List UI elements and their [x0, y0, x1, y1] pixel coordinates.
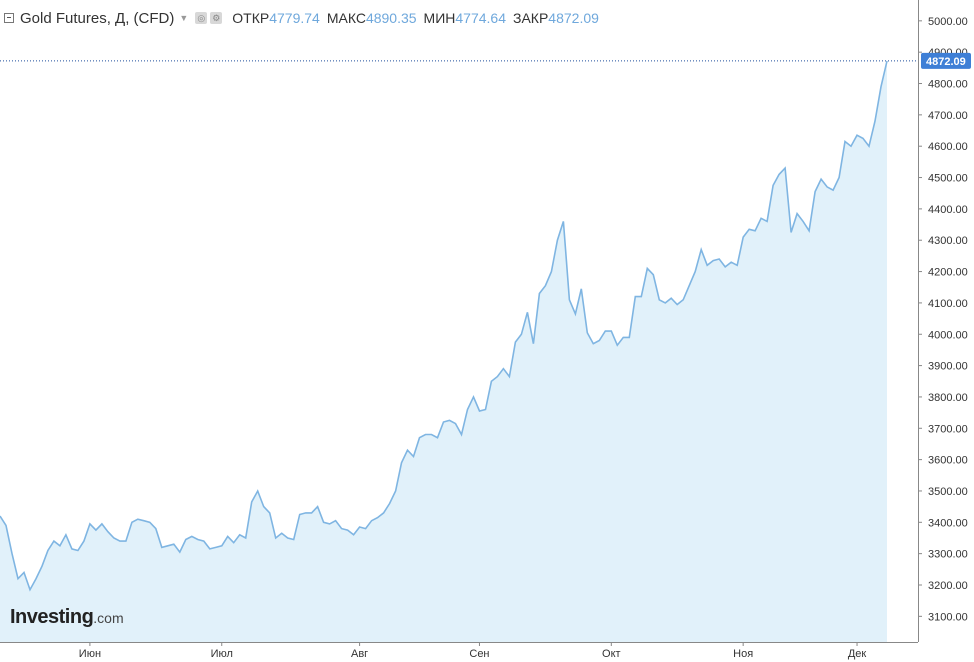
open-label: ОТКР — [232, 10, 270, 26]
high-value: 4890.35 — [365, 10, 417, 26]
close-label: ЗАКР — [513, 10, 549, 26]
price-area-fill — [0, 61, 887, 642]
y-tick-label: 4200.00 — [928, 267, 968, 279]
x-axis-ticks: ИюнИюлАвгСенОктНояДек202620 — [79, 642, 867, 660]
collapse-toggle-icon[interactable] — [4, 13, 14, 23]
y-tick-label: 3400.00 — [928, 517, 968, 529]
visibility-icon[interactable]: ◎ — [195, 12, 208, 24]
investing-logo: Investing.com — [10, 606, 124, 629]
x-tick-label: Авг — [351, 648, 368, 660]
x-tick-label: Июл — [211, 648, 233, 660]
low-value: 4774.64 — [455, 10, 506, 26]
open-value: 4779.74 — [269, 10, 320, 26]
y-tick-label: 4600.00 — [928, 141, 968, 153]
y-tick-label: 3900.00 — [928, 361, 968, 373]
last-price-badge: 4872.09 — [921, 52, 971, 69]
logo-domain: .com — [93, 610, 124, 626]
y-axis-ticks: 3100.00 3200.00 3300.00 3400.00 3500.00 3600.… — [918, 16, 968, 623]
y-tick-label: 4000.00 — [928, 329, 968, 341]
x-tick-label: Июн — [79, 648, 101, 660]
last-price-badge-bg — [921, 52, 971, 69]
y-tick-label: 4400.00 — [928, 204, 968, 216]
chevron-down-icon[interactable]: ▼ — [179, 13, 189, 23]
y-tick-label: 3100.00 — [928, 611, 968, 623]
x-tick-label: Сен — [469, 648, 489, 660]
y-tick-label: 4800.00 — [928, 79, 968, 91]
y-tick-label: 3700.00 — [928, 423, 968, 435]
logo-wordmark: Investing — [10, 606, 94, 628]
y-tick-label: 4300.00 — [928, 235, 968, 247]
x-tick-label: Окт — [602, 648, 621, 660]
y-tick-label: 4100.00 — [928, 298, 968, 310]
y-tick-label: 3200.00 — [928, 580, 968, 592]
y-tick-label: 3800.00 — [928, 392, 968, 404]
y-tick-label: 4500.00 — [928, 173, 968, 185]
last-price-badge-text: 4872.09 — [926, 56, 966, 68]
chart-legend: Gold Futures, Д, (CFD) ▼ ◎ ⚙ ОТКР 4779.7… — [4, 8, 599, 28]
high-label: МАКС — [326, 10, 366, 26]
y-tick-label: 5000.00 — [928, 16, 968, 28]
gear-icon[interactable]: ⚙ — [210, 12, 223, 24]
y-tick-label: 3500.00 — [928, 486, 968, 498]
low-label: МИН — [423, 10, 456, 26]
axes-layer — [0, 0, 919, 643]
y-tick-label: 4700.00 — [928, 110, 968, 122]
y-tick-label: 3300.00 — [928, 549, 968, 561]
symbol-title[interactable]: Gold Futures, Д, (CFD) — [20, 9, 175, 27]
y-tick-label: 3600.00 — [928, 455, 968, 467]
x-tick-label: Дек — [848, 648, 867, 660]
close-value: 4872.09 — [548, 10, 599, 26]
price-line — [0, 60, 888, 592]
x-tick-label: Ноя — [733, 648, 753, 660]
